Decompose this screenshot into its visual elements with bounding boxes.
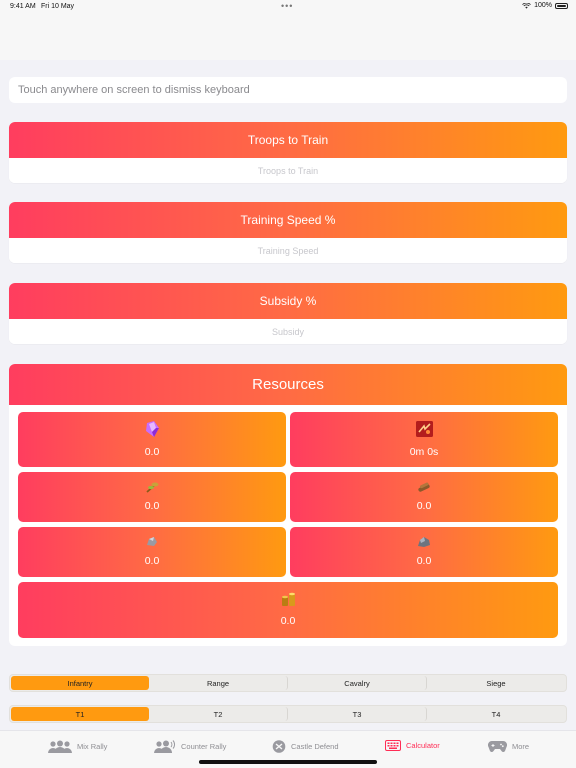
segment-infantry[interactable]: Infantry bbox=[11, 676, 149, 690]
tab-label-calculator: Calculator bbox=[406, 741, 440, 750]
battery-icon bbox=[555, 2, 568, 9]
ore-icon bbox=[418, 537, 430, 547]
tab-calculator[interactable]: Calculator bbox=[385, 740, 440, 751]
troop-type-selector: Infantry Range Cavalry Siege bbox=[9, 674, 567, 692]
dismiss-keyboard-hint[interactable]: Touch anywhere on screen to dismiss keyb… bbox=[9, 77, 567, 103]
timer-icon bbox=[416, 421, 433, 437]
ore-tile: 0.0 bbox=[290, 527, 558, 577]
segment-siege[interactable]: Siege bbox=[486, 678, 506, 688]
food-icon bbox=[146, 482, 159, 493]
segment-cavalry[interactable]: Cavalry bbox=[288, 676, 427, 690]
group-icon bbox=[48, 740, 72, 753]
navigation-bar bbox=[0, 14, 576, 60]
training-speed-title: Training Speed % bbox=[9, 202, 567, 238]
segment-range[interactable]: Range bbox=[149, 676, 288, 690]
wood-icon bbox=[418, 482, 430, 492]
subsidy-input[interactable]: Subsidy bbox=[9, 319, 567, 344]
status-time: 9:41 AM bbox=[10, 3, 36, 10]
food-value: 0.0 bbox=[144, 500, 160, 512]
shield-icon bbox=[272, 740, 286, 753]
gold-icon bbox=[282, 592, 295, 606]
segment-t4[interactable]: T4 bbox=[491, 709, 501, 719]
troops-input[interactable]: Troops to Train bbox=[9, 158, 567, 183]
gamepad-icon bbox=[488, 740, 507, 752]
stone-value: 0.0 bbox=[144, 555, 160, 567]
training-speed-card: Training Speed % Training Speed bbox=[9, 202, 567, 263]
resources-title: Resources bbox=[9, 364, 567, 405]
tab-counter-rally[interactable]: Counter Rally bbox=[154, 740, 226, 753]
resources-card: Resources 0.0 0m 0s 0.0 0.0 bbox=[9, 364, 567, 646]
gem-tile: 0.0 bbox=[18, 412, 286, 467]
status-date: Fri 10 May bbox=[41, 3, 75, 10]
gem-value: 0.0 bbox=[144, 446, 160, 458]
tab-label-castle-defend: Castle Defend bbox=[291, 742, 339, 751]
keyboard-icon bbox=[385, 740, 401, 751]
timer-value: 0m 0s bbox=[409, 446, 439, 458]
home-indicator[interactable] bbox=[199, 760, 377, 764]
gem-icon bbox=[146, 421, 159, 437]
timer-tile: 0m 0s bbox=[290, 412, 558, 467]
gold-value: 0.0 bbox=[280, 615, 296, 627]
segment-t1[interactable]: T1 bbox=[11, 707, 149, 721]
segment-t3[interactable]: T3 bbox=[288, 707, 427, 721]
troops-card: Troops to Train Troops to Train bbox=[9, 122, 567, 183]
wood-value: 0.0 bbox=[416, 500, 432, 512]
subsidy-title: Subsidy % bbox=[9, 283, 567, 319]
status-bar: 9:41 AM Fri 10 May ••• 100% bbox=[0, 0, 576, 14]
multitasking-dots-icon[interactable]: ••• bbox=[281, 1, 294, 11]
tab-more[interactable]: More bbox=[488, 740, 529, 752]
stone-icon bbox=[147, 537, 157, 546]
segment-t2[interactable]: T2 bbox=[149, 707, 288, 721]
group-sound-icon bbox=[154, 740, 175, 753]
subsidy-card: Subsidy % Subsidy bbox=[9, 283, 567, 344]
tab-castle-defend[interactable]: Castle Defend bbox=[272, 740, 339, 753]
wood-tile: 0.0 bbox=[290, 472, 558, 522]
tab-label-more: More bbox=[512, 741, 530, 751]
ore-value: 0.0 bbox=[416, 555, 432, 567]
tab-mix-rally[interactable]: Mix Rally bbox=[48, 740, 107, 753]
status-right: 100% bbox=[522, 2, 568, 9]
tier-selector: T1 T2 T3 T4 bbox=[9, 705, 567, 723]
battery-percent: 100% bbox=[534, 2, 552, 9]
training-speed-input[interactable]: Training Speed bbox=[9, 238, 567, 263]
food-tile: 0.0 bbox=[18, 472, 286, 522]
tab-label-counter-rally: Counter Rally bbox=[181, 742, 227, 751]
tab-label-mix-rally: Mix Rally bbox=[77, 742, 108, 751]
wifi-icon bbox=[522, 2, 531, 9]
gold-tile: 0.0 bbox=[18, 582, 558, 638]
stone-tile: 0.0 bbox=[18, 527, 286, 577]
troops-title: Troops to Train bbox=[9, 122, 567, 158]
